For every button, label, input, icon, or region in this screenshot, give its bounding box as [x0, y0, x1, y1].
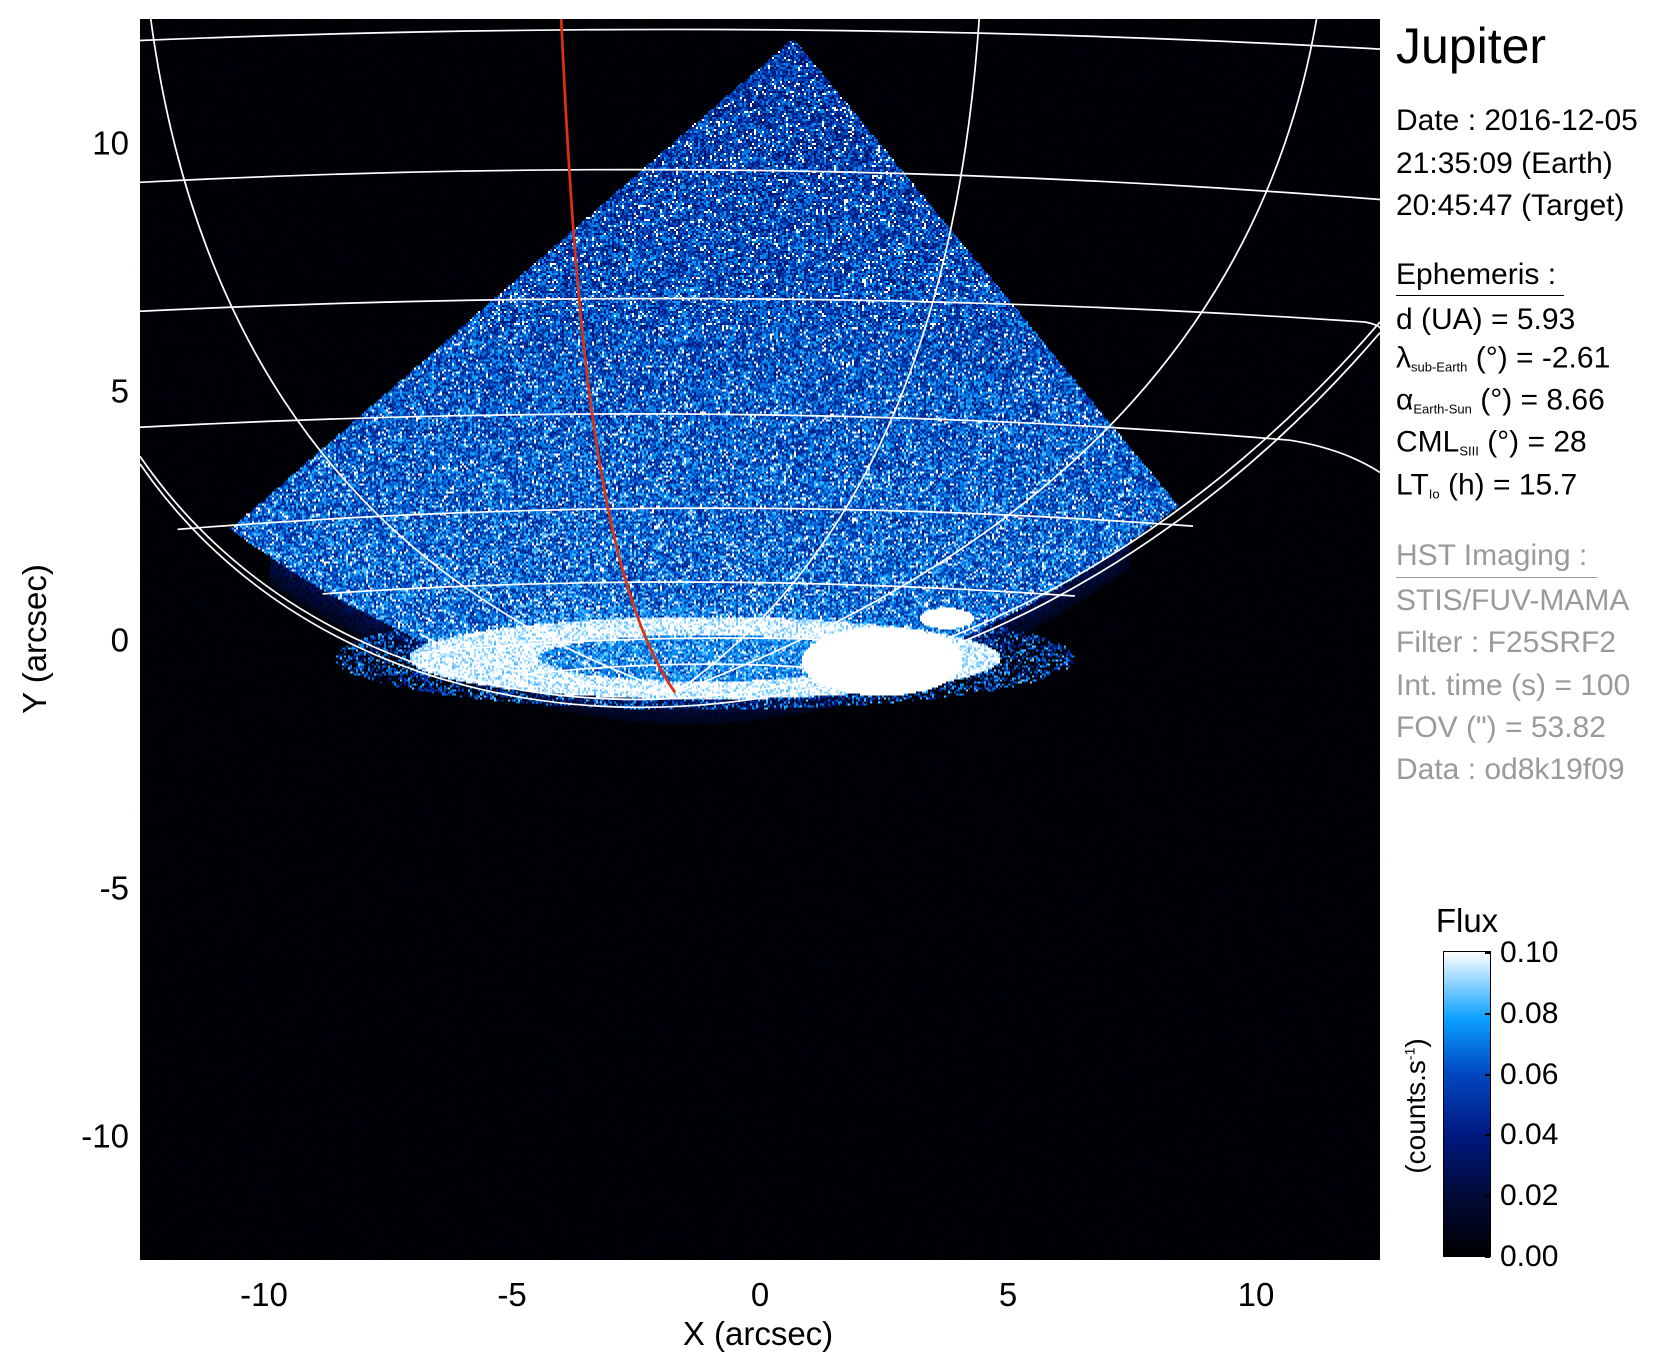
- x-tick-label: 10: [1237, 1276, 1275, 1313]
- image-plot-area: [140, 19, 1380, 1260]
- lt-symbol: LT: [1396, 468, 1429, 502]
- colorbar-tick-mark: [1485, 952, 1490, 954]
- ephemeris-underline: [1396, 295, 1564, 296]
- x-tick-label: 0: [750, 1276, 770, 1313]
- lt-subscript: Io: [1428, 486, 1440, 502]
- lambda-subscript: sub-Earth: [1411, 359, 1468, 375]
- latitude-line: [140, 168, 1380, 201]
- lambda-symbol: λ: [1396, 341, 1411, 375]
- colorbar-tick-label: 0.04: [1500, 1118, 1559, 1152]
- target-title: Jupiter: [1396, 18, 1547, 74]
- latitude-line: [177, 507, 1194, 531]
- distance-text: d (UA) = 5.93: [1396, 303, 1576, 336]
- latitude-line: [419, 637, 925, 654]
- colorbar-tick-label: 0.06: [1500, 1057, 1559, 1091]
- lambda-value: (°) = -2.61: [1467, 341, 1611, 375]
- meridian-line: [418, 632, 676, 694]
- colorbar-tick-mark: [1485, 1256, 1490, 1258]
- io-local-time-text: LTIo (h) = 15.7: [1396, 469, 1577, 512]
- colorbar-title: Flux: [1435, 902, 1499, 939]
- alpha-subscript: Earth-Sun: [1413, 401, 1472, 417]
- date-text: Date : 2016-12-05: [1396, 104, 1638, 137]
- colorbar-unit-exponent: -1: [1401, 1047, 1418, 1061]
- colorbar-tick-label: 0.08: [1500, 996, 1559, 1030]
- y-tick-label: 0: [110, 621, 129, 658]
- ephemeris-header: Ephemeris :: [1396, 258, 1557, 291]
- io-footprint-line: [559, 19, 677, 694]
- alpha-symbol: α: [1396, 383, 1414, 417]
- colorbar-tick-label: 0.02: [1500, 1179, 1559, 1213]
- instrument-text: STIS/FUV-MAMA: [1396, 584, 1630, 617]
- latitude-line: [140, 297, 1380, 329]
- y-tick-label: 5: [110, 372, 129, 410]
- hst-imaging-header: HST Imaging :: [1396, 539, 1588, 572]
- y-tick-label: 10: [92, 124, 129, 162]
- colorbar-tick-label: 0.00: [1500, 1240, 1559, 1273]
- cml-symbol: CML: [1396, 425, 1460, 459]
- lt-value: (h) = 15.7: [1439, 468, 1578, 502]
- target-time-text: 20:45:47 (Target): [1396, 189, 1625, 222]
- y-tick-label: -10: [81, 1117, 129, 1155]
- x-axis-title: X (arcsec): [682, 1315, 834, 1352]
- colorbar-tick-mark: [1485, 1012, 1490, 1015]
- colorbar-unit-text: (counts.s: [1400, 1060, 1431, 1174]
- limb-line: [140, 321, 1380, 701]
- y-axis-title: Y (arcsec): [16, 564, 53, 714]
- x-tick-label: -10: [240, 1276, 288, 1313]
- colorbar: [1443, 951, 1491, 1258]
- uv-aurora-image: [140, 19, 1380, 1260]
- limb-line: [140, 332, 1380, 709]
- colorbar-tick-label: 0.10: [1500, 936, 1559, 969]
- meridian-line: [674, 19, 981, 694]
- cml-value: (°) = 28: [1478, 425, 1587, 459]
- x-tick-label: 5: [998, 1276, 1018, 1313]
- dataset-text: Data : od8k19f09: [1396, 753, 1625, 786]
- earth-time-text: 21:35:09 (Earth): [1396, 147, 1613, 180]
- alpha-value: (°) = 8.66: [1471, 383, 1605, 417]
- y-tick-label: -5: [99, 869, 129, 907]
- latitude-ring: [505, 663, 818, 678]
- colorbar-unit-close: ): [1400, 1038, 1431, 1048]
- latitude-line: [140, 413, 1380, 474]
- colorbar-tick-mark: [1485, 1134, 1490, 1137]
- filter-text: Filter : F25SRF2: [1396, 626, 1617, 659]
- phase-angle-text: αEarth-Sun (°) = 8.66: [1396, 384, 1605, 427]
- latitude-line: [140, 28, 1380, 50]
- lat-lon-grid-overlay: [140, 19, 1380, 709]
- cml-text: CMLSIII (°) = 28: [1396, 426, 1587, 469]
- integration-time-text: Int. time (s) = 100: [1396, 669, 1631, 702]
- fov-text: FOV (") = 53.82: [1396, 711, 1606, 744]
- x-tick-label: -5: [497, 1276, 527, 1313]
- cml-subscript: SIII: [1459, 443, 1479, 459]
- meridian-line: [149, 19, 676, 694]
- colorbar-tick-mark: [1485, 1195, 1490, 1198]
- latitude-line: [322, 581, 1075, 597]
- meridian-line: [674, 19, 1318, 694]
- colorbar-tick-mark: [1485, 1073, 1490, 1076]
- colorbar-unit-label: (counts.s-1): [1400, 1038, 1432, 1173]
- sub-earth-latitude-text: λsub-Earth (°) = -2.61: [1396, 342, 1610, 385]
- hst-underline: [1396, 577, 1597, 578]
